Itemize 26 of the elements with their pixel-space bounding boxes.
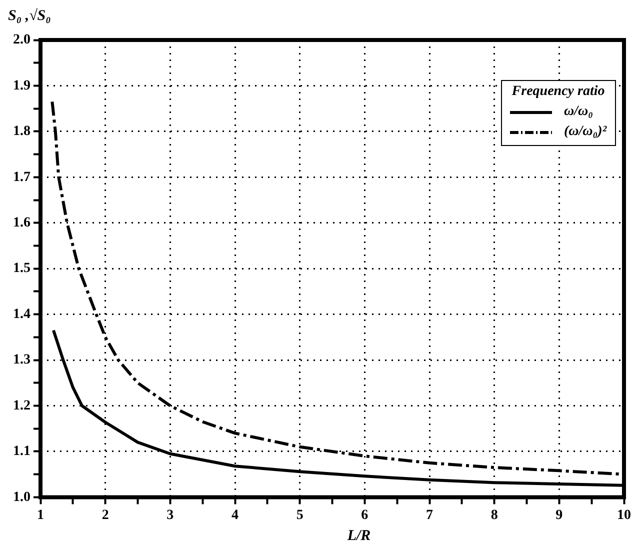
y-tick-label: 1.7 xyxy=(13,170,30,185)
y-tick-label: 1.6 xyxy=(13,215,30,230)
legend-label: ω/ω₀ xyxy=(564,104,594,120)
x-tick-label: 2 xyxy=(102,508,109,524)
y-tick-label: 1.5 xyxy=(13,261,30,276)
y-tick-label: 2.0 xyxy=(13,32,30,48)
legend-label: (ω/ω₀)² xyxy=(564,124,607,140)
x-tick-label: 5 xyxy=(296,508,304,524)
x-tick-label: 10 xyxy=(617,508,631,524)
legend-title: Frequency ratio xyxy=(510,84,606,100)
x-tick-label: 3 xyxy=(166,508,174,524)
y-axis-title: S₀ ,√S₀ xyxy=(8,8,51,25)
x-tick-label: 1 xyxy=(37,508,44,524)
x-tick-label: 4 xyxy=(232,508,238,524)
y-tick-label: 1.2 xyxy=(13,398,30,414)
x-tick-label: 6 xyxy=(361,508,368,524)
y-tick-label: 1.8 xyxy=(13,124,30,140)
y-tick-label: 1.3 xyxy=(13,352,30,368)
x-tick-label: 9 xyxy=(556,508,563,524)
y-tick-label: 1.4 xyxy=(13,306,30,322)
x-axis-title: L/R xyxy=(347,528,371,545)
y-tick-label: 1.0 xyxy=(13,490,30,505)
x-tick-label: 7 xyxy=(426,508,433,524)
y-tick-label: 1.1 xyxy=(13,444,30,460)
x-tick-label: 8 xyxy=(490,508,498,524)
y-tick-label: 1.9 xyxy=(13,78,30,94)
